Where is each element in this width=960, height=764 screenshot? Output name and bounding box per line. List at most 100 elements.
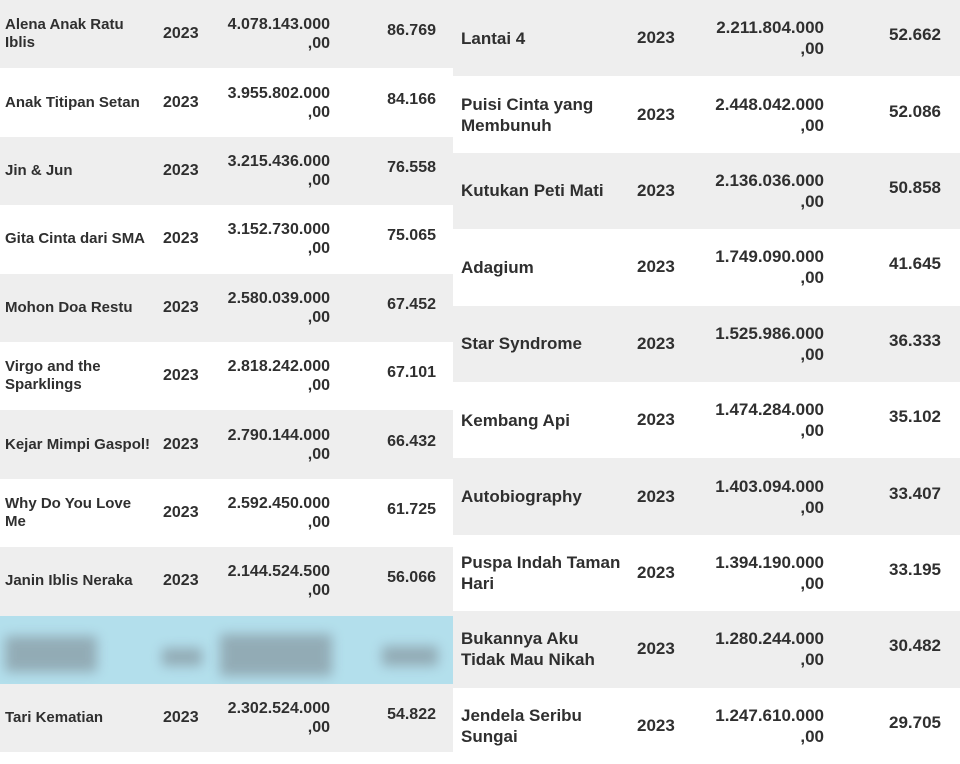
- film-title-text: Janin Iblis Neraka: [5, 572, 133, 590]
- redacted-row: [0, 615, 453, 684]
- film-title-text: Bukannya Aku Tidak Mau Nikah: [461, 629, 595, 670]
- film-title: Lantai 4: [461, 0, 626, 76]
- table-row: Tari Kematian 2023 2.302.524.000 ,00 54.822: [0, 683, 453, 753]
- box-office-revenue: 2.136.036.000 ,00: [688, 153, 824, 229]
- box-office-revenue: 2.144.524.500 ,00: [210, 547, 330, 615]
- release-year-text: 2023: [163, 572, 199, 590]
- box-office-revenue: 3.955.802.000 ,00: [210, 68, 330, 136]
- box-office-revenue-text: 1.474.284.000 ,00: [715, 400, 824, 441]
- film-title-text: Jin & Jun: [5, 161, 73, 179]
- box-office-revenue-text: 1.394.190.000 ,00: [715, 552, 824, 593]
- box-office-revenue-text: 2.818.242.000 ,00: [227, 358, 330, 395]
- audience-count-text: 36.333: [889, 330, 941, 350]
- box-office-revenue-text: 2.580.039.000 ,00: [227, 289, 330, 326]
- audience-count-text: 50.858: [889, 177, 941, 197]
- box-office-revenue: 3.152.730.000 ,00: [210, 205, 330, 273]
- audience-count: 29.705: [843, 688, 941, 764]
- audience-count: 52.086: [843, 76, 941, 152]
- film-title: Tari Kematian: [5, 684, 155, 752]
- release-year: 2023: [163, 274, 203, 342]
- audience-count-text: 84.166: [387, 90, 436, 108]
- audience-count-text: 66.432: [387, 432, 436, 450]
- audience-count: 75.065: [340, 205, 436, 273]
- box-office-revenue-text: 2.144.524.500 ,00: [227, 563, 330, 600]
- box-office-revenue: 3.215.436.000 ,00: [210, 137, 330, 205]
- box-office-revenue: 2.592.450.000 ,00: [210, 479, 330, 547]
- release-year: 2023: [637, 688, 682, 764]
- audience-count-text: 33.195: [889, 559, 941, 579]
- audience-count-text: 41.645: [889, 254, 941, 274]
- blurred-cell: [5, 635, 97, 672]
- table-row: Puisi Cinta yang Membunuh 2023 2.448.042.0…: [453, 76, 960, 153]
- release-year: 2023: [163, 137, 203, 205]
- audience-count-text: 52.662: [889, 25, 941, 45]
- release-year-text: 2023: [163, 298, 199, 316]
- film-title-text: Star Syndrome: [461, 334, 582, 354]
- table-row: Virgo and the Sparklings 2023 2.818.242.00…: [0, 341, 453, 411]
- film-title: Kejar Mimpi Gaspol!: [5, 410, 155, 478]
- audience-count-text: 35.102: [889, 407, 941, 427]
- audience-count: 76.558: [340, 137, 436, 205]
- film-title: Autobiography: [461, 458, 626, 534]
- audience-count-text: 67.101: [387, 364, 436, 382]
- box-office-revenue: 1.403.094.000 ,00: [688, 458, 824, 534]
- table-row: Puspa Indah Taman Hari 2023 1.394.190.000 …: [453, 534, 960, 612]
- film-title: Virgo and the Sparklings: [5, 342, 155, 410]
- box-office-revenue-text: 2.448.042.000 ,00: [715, 94, 824, 135]
- film-title-text: Mohon Doa Restu: [5, 298, 133, 316]
- audience-count: 86.769: [340, 0, 436, 68]
- release-year: 2023: [637, 611, 682, 687]
- table-row: Kembang Api 2023 1.474.284.000 ,00 35.102: [453, 381, 960, 459]
- film-title-text: Why Do You Love Me: [5, 494, 132, 530]
- release-year: 2023: [637, 306, 682, 382]
- box-office-revenue: 4.078.143.000 ,00: [210, 0, 330, 68]
- film-title-text: Gita Cinta dari SMA: [5, 230, 146, 248]
- box-office-revenue-text: 1.749.090.000 ,00: [715, 247, 824, 288]
- release-year-text: 2023: [637, 562, 675, 582]
- box-office-revenue: 1.280.244.000 ,00: [688, 611, 824, 687]
- box-office-revenue: 1.749.090.000 ,00: [688, 229, 824, 305]
- box-office-revenue-text: 2.790.144.000 ,00: [227, 426, 330, 463]
- blurred-cell: [382, 645, 438, 666]
- audience-count: 33.407: [843, 458, 941, 534]
- film-title-text: Kembang Api: [461, 410, 570, 430]
- table-row: Anak Titipan Setan 2023 3.955.802.000 ,00 8…: [0, 68, 453, 137]
- film-title: Jin & Jun: [5, 137, 155, 205]
- box-office-revenue: 1.474.284.000 ,00: [688, 382, 824, 458]
- film-title-text: Jendela Seribu Sungai: [461, 705, 582, 746]
- box-office-revenue: 1.247.610.000 ,00: [688, 688, 824, 764]
- audience-count: 41.645: [843, 229, 941, 305]
- audience-count-text: 30.482: [889, 636, 941, 656]
- audience-count: 84.166: [340, 68, 436, 136]
- box-office-revenue: 2.790.144.000 ,00: [210, 410, 330, 478]
- film-title-text: Alena Anak Ratu Iblis: [5, 16, 124, 52]
- film-title: Jendela Seribu Sungai: [461, 688, 626, 764]
- box-office-revenue-text: 1.525.986.000 ,00: [715, 323, 824, 364]
- release-year: 2023: [637, 535, 682, 611]
- release-year-text: 2023: [637, 104, 675, 124]
- release-year-text: 2023: [637, 333, 675, 353]
- film-title: Bukannya Aku Tidak Mau Nikah: [461, 611, 626, 687]
- release-year-text: 2023: [163, 709, 199, 727]
- release-year-text: 2023: [163, 435, 199, 453]
- table-row: Janin Iblis Neraka 2023 2.144.524.500 ,00 5…: [0, 547, 453, 616]
- audience-count-text: 56.066: [387, 569, 436, 587]
- audience-count: 67.101: [340, 342, 436, 410]
- box-office-revenue-text: 3.215.436.000 ,00: [227, 152, 330, 189]
- film-title-text: Puisi Cinta yang Membunuh: [461, 94, 594, 135]
- release-year: 2023: [163, 547, 203, 615]
- film-title: Gita Cinta dari SMA: [5, 205, 155, 273]
- release-year: 2023: [163, 342, 203, 410]
- table-row: Star Syndrome 2023 1.525.986.000 ,00 36.333: [453, 305, 960, 382]
- table-row: Jin & Jun 2023 3.215.436.000 ,00 76.558: [0, 136, 453, 206]
- release-year: 2023: [637, 0, 682, 76]
- film-title-text: Virgo and the Sparklings: [5, 358, 101, 394]
- box-office-revenue-text: 1.280.244.000 ,00: [715, 629, 824, 670]
- release-year: 2023: [163, 68, 203, 136]
- table-row: Lantai 4 2023 2.211.804.000 ,00 52.662: [453, 0, 960, 77]
- release-year-text: 2023: [163, 25, 199, 43]
- film-title-text: Kejar Mimpi Gaspol!: [5, 435, 151, 453]
- table-row: Kutukan Peti Mati 2023 2.136.036.000 ,00 50…: [453, 152, 960, 230]
- audience-count: 66.432: [340, 410, 436, 478]
- box-office-revenue: 2.211.804.000 ,00: [688, 0, 824, 76]
